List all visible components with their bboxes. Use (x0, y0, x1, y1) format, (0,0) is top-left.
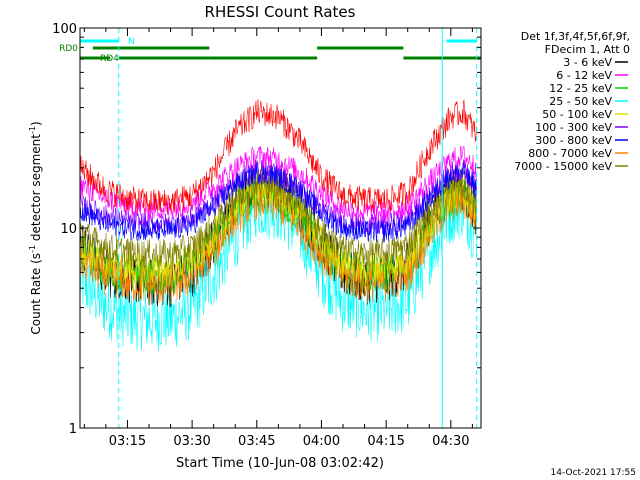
status-bar-label-0: N (128, 37, 135, 47)
y-axis-label-exp2: -1 (28, 126, 37, 134)
x-tick-label-5: 04:30 (432, 434, 469, 449)
series-line-9 (79, 99, 477, 215)
x-tick-label-2: 03:45 (238, 434, 275, 449)
y-axis-label-middle: detector segment (29, 134, 43, 245)
legend-label-8: 7000 - 15000 keV (514, 160, 612, 173)
x-axis: 03:15 03:30 03:45 04:00 04:15 04:30 (83, 28, 473, 449)
x-tick-label-1: 03:30 (173, 434, 210, 449)
series-line-5 (79, 159, 477, 238)
y-axis-label-close: ) (29, 121, 43, 126)
y-axis-label-exp: -1 (28, 245, 37, 253)
legend: Det 1f,3f,4f,5f,6f,9f, FDecim 1, Att 0 3… (514, 30, 630, 173)
y-axis-label: Count Rate (s-1 detector segment-1) (28, 121, 43, 334)
series-line-8 (79, 168, 477, 270)
series-line-7 (79, 179, 477, 305)
legend-label-7: 800 - 7000 keV (528, 147, 612, 160)
y-tick-label-0: 1 (69, 422, 77, 437)
y-axis-label-main: Count Rate (s (29, 253, 43, 335)
x-tick-label-3: 04:00 (303, 434, 340, 449)
legend-label-0: 3 - 6 keV (563, 56, 612, 69)
legend-label-3: 25 - 50 keV (549, 95, 612, 108)
x-tick-label-0: 03:15 (109, 434, 146, 449)
legend-header-line-2: FDecim 1, Att 0 (545, 43, 630, 56)
legend-label-2: 12 - 25 keV (549, 82, 612, 95)
legend-label-4: 50 - 100 keV (542, 108, 612, 121)
x-tick-label-4: 04:15 (367, 434, 404, 449)
legend-label-1: 6 - 12 keV (556, 69, 612, 82)
status-bar-label-2: RD4 (100, 54, 119, 64)
series-layer (79, 99, 477, 352)
x-axis-label: Start Time (10-Jun-08 03:02:42) (176, 456, 384, 471)
legend-header-line-1: Det 1f,3f,4f,5f,6f,9f, (521, 30, 630, 43)
footer-timestamp: 14-Oct-2021 17:55 (551, 468, 636, 478)
status-bar-label-1: RD0 (59, 44, 78, 54)
chart-title: RHESSI Count Rates (205, 3, 356, 21)
legend-label-6: 300 - 800 keV (535, 134, 612, 147)
y-tick-label-2: 100 (52, 22, 77, 37)
legend-label-5: 100 - 300 keV (535, 121, 612, 134)
y-tick-label-1: 10 (60, 222, 77, 237)
status-bar-layer: N RD0 RD4 (59, 37, 481, 64)
y-axis: 1 10 100 (52, 22, 481, 437)
